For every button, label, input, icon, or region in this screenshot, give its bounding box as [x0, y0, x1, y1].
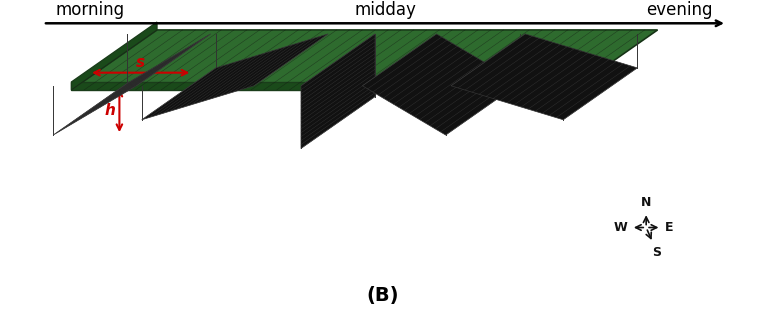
Polygon shape: [71, 22, 157, 90]
Text: evening: evening: [646, 1, 713, 18]
Text: h: h: [104, 103, 116, 118]
Polygon shape: [142, 34, 328, 120]
Polygon shape: [301, 34, 375, 148]
Polygon shape: [71, 30, 657, 90]
Text: E: E: [665, 221, 674, 234]
Polygon shape: [362, 34, 520, 135]
Polygon shape: [71, 82, 572, 90]
Text: morning: morning: [56, 1, 125, 18]
Text: S: S: [652, 246, 661, 259]
Text: (B): (B): [367, 286, 399, 305]
Text: s: s: [136, 55, 145, 70]
Text: W: W: [614, 221, 627, 234]
Polygon shape: [53, 34, 210, 135]
Text: midday: midday: [354, 1, 416, 18]
Polygon shape: [451, 34, 637, 120]
Text: N: N: [641, 196, 651, 208]
